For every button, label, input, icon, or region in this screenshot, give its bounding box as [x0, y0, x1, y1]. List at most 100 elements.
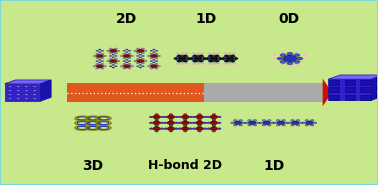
Circle shape — [161, 116, 164, 118]
Circle shape — [25, 98, 28, 100]
Circle shape — [280, 60, 286, 63]
Circle shape — [190, 58, 194, 60]
Circle shape — [141, 65, 144, 67]
Circle shape — [196, 115, 203, 119]
Circle shape — [189, 122, 192, 124]
Polygon shape — [323, 79, 332, 106]
Circle shape — [239, 124, 242, 126]
Circle shape — [273, 54, 276, 55]
Circle shape — [121, 55, 124, 57]
Circle shape — [103, 55, 106, 57]
Circle shape — [169, 125, 173, 127]
Circle shape — [274, 58, 277, 59]
Circle shape — [251, 119, 254, 120]
Circle shape — [155, 130, 158, 132]
Circle shape — [190, 122, 193, 124]
Circle shape — [228, 63, 232, 65]
Circle shape — [298, 60, 301, 62]
Circle shape — [225, 56, 234, 61]
Circle shape — [96, 50, 99, 52]
Circle shape — [144, 50, 147, 52]
Circle shape — [271, 122, 274, 124]
Circle shape — [150, 122, 153, 124]
Text: 1D: 1D — [263, 159, 284, 173]
Circle shape — [184, 130, 187, 132]
Circle shape — [110, 59, 117, 63]
Circle shape — [192, 63, 195, 65]
Circle shape — [114, 48, 117, 50]
Circle shape — [218, 58, 222, 60]
Circle shape — [114, 58, 117, 60]
Circle shape — [287, 52, 293, 55]
Circle shape — [110, 49, 117, 53]
Circle shape — [196, 127, 203, 130]
Circle shape — [201, 53, 204, 54]
Circle shape — [141, 58, 144, 60]
Circle shape — [157, 55, 160, 57]
Circle shape — [311, 124, 314, 126]
Circle shape — [136, 55, 139, 57]
Polygon shape — [40, 80, 51, 101]
Circle shape — [192, 116, 195, 118]
Circle shape — [205, 58, 209, 60]
Circle shape — [150, 54, 157, 58]
Circle shape — [194, 56, 203, 61]
Text: 2D: 2D — [116, 12, 138, 26]
Circle shape — [239, 120, 242, 121]
Bar — [329, 87, 339, 92]
Polygon shape — [5, 84, 40, 101]
Circle shape — [93, 55, 96, 57]
Circle shape — [150, 65, 157, 68]
Circle shape — [282, 124, 285, 126]
FancyBboxPatch shape — [67, 83, 204, 102]
Circle shape — [175, 128, 178, 129]
Circle shape — [137, 49, 144, 53]
Circle shape — [128, 63, 131, 65]
Circle shape — [218, 128, 222, 129]
Bar — [329, 80, 339, 85]
Circle shape — [16, 98, 20, 100]
Circle shape — [237, 125, 240, 127]
Circle shape — [160, 116, 164, 118]
Polygon shape — [328, 75, 378, 79]
Circle shape — [198, 125, 201, 126]
Circle shape — [175, 122, 178, 124]
Bar — [360, 95, 370, 100]
Circle shape — [155, 119, 158, 120]
Circle shape — [96, 60, 99, 62]
Circle shape — [215, 55, 219, 57]
Circle shape — [139, 64, 142, 66]
Circle shape — [175, 122, 178, 124]
Circle shape — [155, 53, 158, 55]
Circle shape — [199, 60, 203, 62]
Circle shape — [136, 58, 139, 60]
Circle shape — [93, 65, 96, 67]
Circle shape — [163, 128, 166, 129]
Circle shape — [123, 50, 126, 52]
Circle shape — [16, 86, 20, 88]
Circle shape — [114, 52, 117, 54]
Circle shape — [283, 55, 297, 62]
Circle shape — [180, 63, 184, 65]
Circle shape — [101, 63, 104, 65]
Circle shape — [123, 63, 126, 65]
Circle shape — [181, 115, 189, 119]
Circle shape — [178, 116, 181, 118]
Circle shape — [136, 62, 139, 64]
Circle shape — [147, 55, 150, 57]
Circle shape — [207, 128, 210, 130]
Circle shape — [253, 120, 257, 121]
Circle shape — [25, 94, 28, 96]
Polygon shape — [372, 75, 378, 100]
Circle shape — [130, 55, 133, 57]
Circle shape — [155, 119, 158, 121]
Circle shape — [196, 53, 200, 54]
Circle shape — [124, 65, 130, 68]
Circle shape — [181, 121, 189, 125]
Circle shape — [296, 120, 300, 121]
FancyBboxPatch shape — [204, 83, 323, 102]
Circle shape — [208, 53, 211, 54]
Circle shape — [157, 65, 160, 67]
Circle shape — [248, 120, 251, 121]
Circle shape — [311, 120, 314, 121]
